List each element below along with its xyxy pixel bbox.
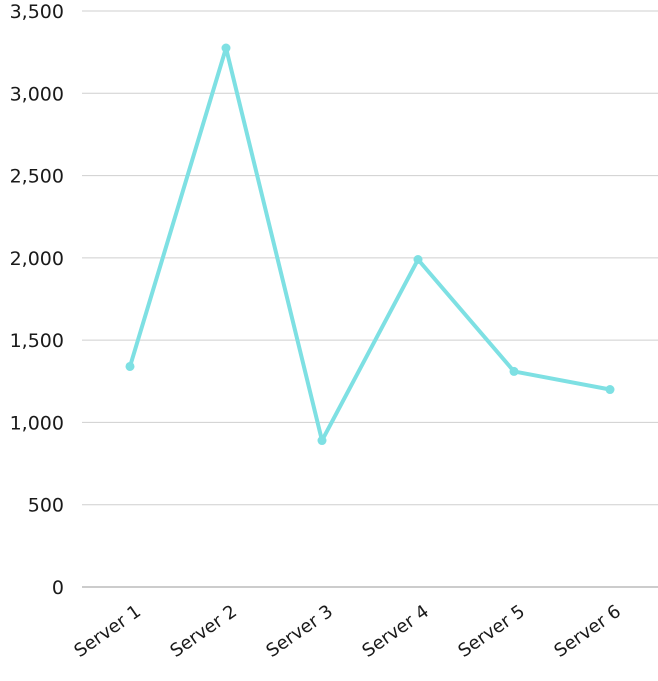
x-tick-label: Server 3 — [262, 601, 336, 662]
x-tick-label: Server 5 — [454, 601, 528, 662]
series-layer — [125, 43, 615, 446]
x-axis-tick-labels: Server 1 Server 2 Server 3 Server 4 Server 5… — [70, 601, 624, 662]
y-tick-label: 3,500 — [10, 1, 64, 23]
y-tick-label: 1,000 — [10, 412, 64, 434]
x-tick-label: Server 1 — [70, 601, 144, 662]
y-axis-tick-labels: 0 500 1,000 1,500 2,000 2,500 3,000 3,500 — [10, 1, 64, 599]
data-point — [317, 436, 327, 446]
data-point — [605, 385, 615, 395]
data-point — [221, 43, 231, 53]
series-line — [128, 46, 612, 443]
x-tick-label: Server 4 — [358, 601, 432, 662]
y-tick-label: 2,500 — [10, 166, 64, 188]
y-tick-label: 1,500 — [10, 330, 64, 352]
gridlines — [82, 10, 658, 588]
x-tick-label: Server 2 — [166, 601, 240, 662]
y-tick-label: 0 — [52, 577, 64, 599]
y-tick-label: 500 — [28, 495, 64, 517]
data-point — [509, 366, 519, 376]
y-tick-label: 2,000 — [10, 248, 64, 270]
x-tick-label: Server 6 — [550, 601, 624, 662]
data-point — [413, 255, 423, 265]
data-point — [125, 361, 135, 371]
y-tick-label: 3,000 — [10, 83, 64, 105]
